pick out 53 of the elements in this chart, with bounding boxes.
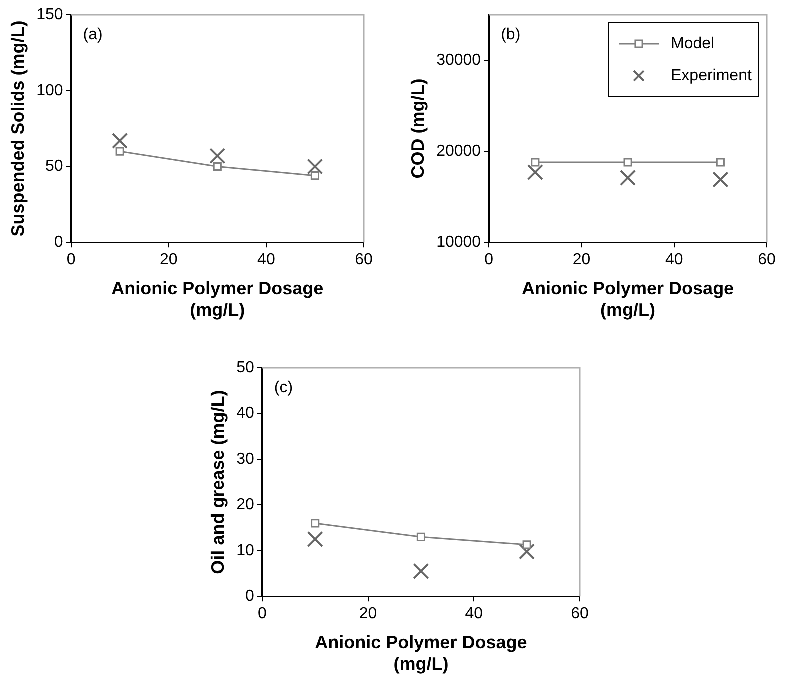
y-tick-label: 50 [46, 158, 64, 176]
point [413, 563, 430, 580]
point [307, 158, 324, 175]
x-tick-label: 20 [359, 606, 378, 623]
point [716, 158, 725, 167]
y-tick-label: 10000 [436, 234, 482, 252]
x-tick-label: 0 [258, 606, 267, 623]
point [416, 532, 426, 542]
annotation: (c) [274, 379, 294, 396]
x-tick-label: 20 [160, 252, 178, 269]
point [210, 148, 226, 164]
point [310, 172, 320, 180]
x-axis-title: Anionic Polymer Dosage (mg/L) [315, 632, 528, 674]
annotation: (a) [83, 26, 103, 44]
point [712, 172, 729, 188]
x-axis-title: Anionic Polymer Dosage (mg/L) [522, 278, 734, 320]
point [311, 519, 320, 528]
y-tick-label: 30 [236, 450, 254, 468]
point [620, 170, 636, 186]
point [112, 132, 128, 150]
x-tick-label: 40 [258, 252, 276, 269]
y-tick-label: 20000 [436, 142, 482, 160]
x-tick-label: 60 [571, 606, 589, 623]
x-tick-label: 60 [355, 252, 373, 269]
point [527, 164, 544, 181]
point [522, 540, 532, 550]
y-tick-label: 40 [236, 405, 254, 422]
y-tick-label: 50 [236, 359, 254, 376]
y-axis-title: COD (mg/L) [408, 78, 428, 179]
y-tick-label: 0 [54, 234, 64, 252]
y-axis-title: Suspended Solids (mg/L) [8, 20, 28, 237]
point [213, 162, 222, 172]
x-tick-label: 0 [66, 252, 76, 269]
point [624, 158, 632, 167]
x-tick-label: 20 [572, 252, 591, 269]
y-tick-label: 0 [245, 588, 254, 606]
legend-label: Experiment [671, 67, 752, 84]
x-tick-label: 60 [758, 252, 776, 269]
legend-label: Model [671, 35, 715, 52]
annotation: (b) [501, 26, 521, 44]
y-tick-label: 20 [236, 496, 254, 514]
point [307, 531, 324, 548]
y-axis-title: Oil and grease (mg/L) [208, 390, 228, 574]
y-tick-label: 30000 [436, 52, 482, 69]
x-tick-label: 40 [665, 252, 684, 269]
y-tick-label: 100 [36, 82, 64, 100]
x-tick-label: 0 [484, 252, 494, 269]
point [116, 147, 124, 156]
y-tick-label: 10 [236, 542, 254, 560]
y-tick-label: 150 [36, 6, 64, 24]
point [531, 158, 540, 167]
x-axis-title: Anionic Polymer Dosage (mg/L) [112, 278, 324, 320]
point [518, 544, 536, 560]
